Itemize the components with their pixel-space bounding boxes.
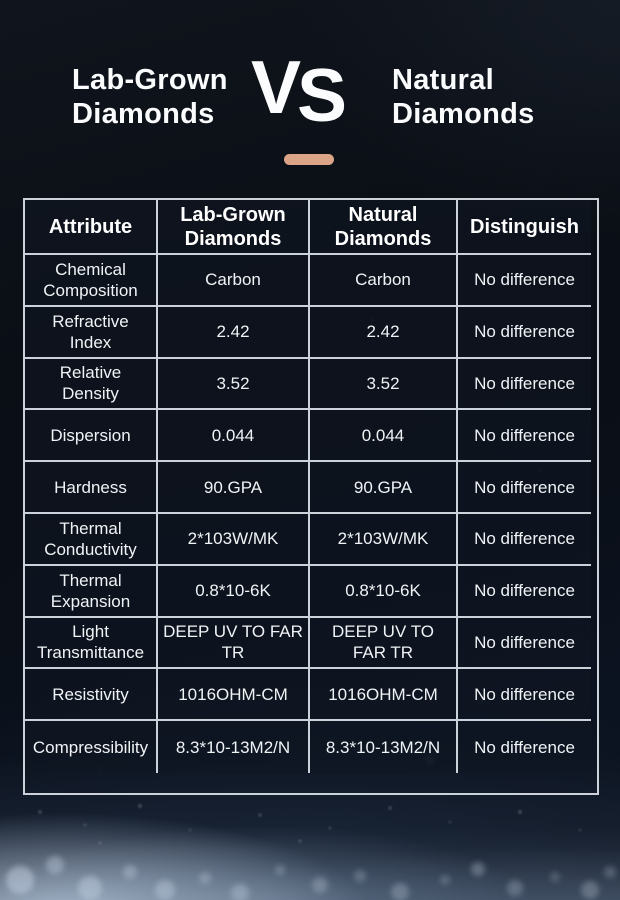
left-title-line1: Lab-Grown	[72, 64, 228, 96]
natural-value: DEEP UV TO FAR TR	[310, 617, 458, 670]
distinguish-value: No difference	[458, 513, 591, 566]
left-title: Lab-Grown Diamonds	[72, 63, 228, 131]
natural-value: 2*103W/MK	[310, 513, 458, 566]
accent-divider-pill	[284, 154, 334, 165]
distinguish-value: No difference	[458, 255, 591, 307]
attribute-cell: Relative Density	[25, 358, 158, 411]
distinguish-value: No difference	[458, 306, 591, 359]
attribute-cell: Thermal Conductivity	[25, 513, 158, 566]
distinguish-value: No difference	[458, 721, 591, 773]
lab-grown-value: DEEP UV TO FAR TR	[158, 617, 310, 670]
natural-value: 90.GPA	[310, 462, 458, 514]
vs-letter-s: S	[297, 53, 347, 137]
distinguish-value: No difference	[458, 358, 591, 411]
column-header-lab-grown: Lab-Grown Diamonds	[158, 200, 310, 255]
distinguish-value: No difference	[458, 617, 591, 670]
lab-grown-value: 1016OHM-CM	[158, 669, 310, 722]
distinguish-value: No difference	[458, 410, 591, 463]
column-header-attribute: Attribute	[25, 200, 158, 255]
lab-grown-value: 0.044	[158, 410, 310, 463]
vs-letter-v: V	[251, 45, 301, 129]
attribute-cell: Refractive Index	[25, 306, 158, 359]
attribute-cell: Compressibility	[25, 721, 158, 773]
vs-label: VS	[251, 50, 347, 133]
distinguish-value: No difference	[458, 462, 591, 514]
attribute-cell: Hardness	[25, 462, 158, 514]
right-title: Natural Diamonds	[392, 63, 535, 131]
lab-grown-value: 90.GPA	[158, 462, 310, 514]
natural-value: 2.42	[310, 306, 458, 359]
left-title-line2: Diamonds	[72, 98, 215, 130]
comparison-table: Attribute Lab-Grown Diamonds Natural Dia…	[23, 198, 599, 795]
lab-grown-value: 0.8*10-6K	[158, 565, 310, 618]
right-title-line1: Natural	[392, 64, 495, 96]
attribute-cell: Thermal Expansion	[25, 565, 158, 618]
attribute-cell: Chemical Composition	[25, 255, 158, 307]
distinguish-value: No difference	[458, 565, 591, 618]
natural-value: 0.044	[310, 410, 458, 463]
natural-value: 1016OHM-CM	[310, 669, 458, 722]
natural-value: Carbon	[310, 255, 458, 307]
column-header-distinguish: Distinguish	[458, 200, 591, 255]
attribute-cell: Dispersion	[25, 410, 158, 463]
lab-grown-value: 3.52	[158, 358, 310, 411]
natural-value: 3.52	[310, 358, 458, 411]
lab-grown-value: Carbon	[158, 255, 310, 307]
lab-grown-value: 2*103W/MK	[158, 513, 310, 566]
lab-grown-value: 2.42	[158, 306, 310, 359]
right-title-line2: Diamonds	[392, 98, 535, 130]
attribute-cell: Light Transmittance	[25, 617, 158, 670]
natural-value: 8.3*10-13M2/N	[310, 721, 458, 773]
column-header-natural: Natural Diamonds	[310, 200, 458, 255]
lab-grown-value: 8.3*10-13M2/N	[158, 721, 310, 773]
natural-value: 0.8*10-6K	[310, 565, 458, 618]
attribute-cell: Resistivity	[25, 669, 158, 722]
distinguish-value: No difference	[458, 669, 591, 722]
